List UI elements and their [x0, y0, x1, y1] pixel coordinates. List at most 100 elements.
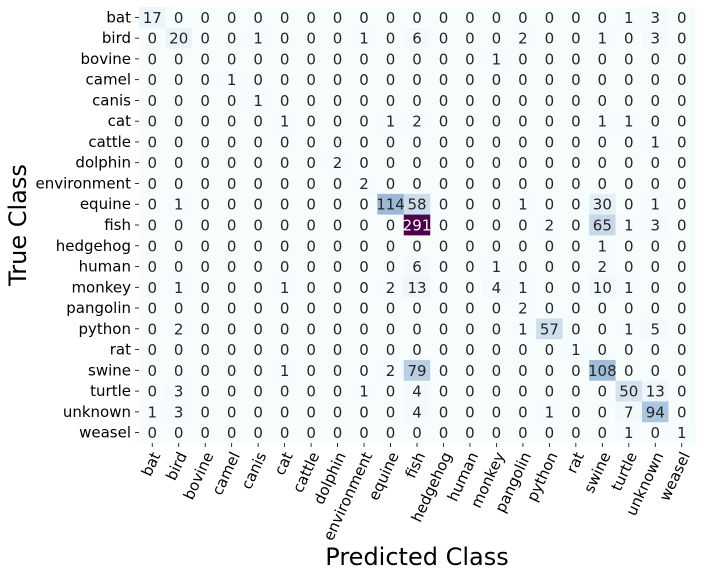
heatmap-cell [218, 193, 246, 216]
heatmap-cell [562, 359, 590, 382]
heatmap-cell [218, 297, 246, 319]
cell-value-label: 0 [333, 424, 343, 442]
heatmap-cell [456, 110, 484, 132]
heatmap-cell [403, 7, 431, 29]
heatmap-cell [642, 173, 669, 195]
cell-value-label: 0 [545, 196, 555, 214]
heatmap-cell [509, 276, 537, 299]
heatmap-cell [271, 359, 299, 382]
cell-value-label: 0 [174, 362, 184, 380]
cell-value-label: 0 [439, 362, 449, 380]
cell-value-label: 0 [571, 154, 581, 172]
cell-value-label: 0 [359, 196, 369, 214]
heatmap-cell [668, 110, 696, 132]
cell-value-label: 0 [545, 279, 555, 297]
heatmap-cell [456, 339, 484, 361]
heatmap-cell [615, 318, 643, 340]
cell-value-label: 0 [492, 196, 502, 214]
cell-value-label: 0 [651, 113, 661, 131]
heatmap-cell [324, 235, 352, 257]
cell-value-label: 0 [386, 320, 396, 338]
heatmap-cell [509, 131, 537, 153]
heatmap-cell [139, 7, 166, 29]
cell-value-label: 0 [677, 133, 687, 151]
heatmap-cell [456, 27, 484, 49]
cell-value-label: 0 [465, 50, 475, 68]
heatmap-cell [456, 90, 484, 112]
cell-value-label: 0 [545, 71, 555, 89]
cell-value-label: 0 [545, 237, 555, 255]
heatmap-cell [642, 359, 669, 382]
cell-value-label: 1 [359, 30, 369, 48]
heatmap-cell [589, 339, 616, 361]
cell-value-label: 0 [253, 383, 263, 401]
cell-value-label: 0 [677, 113, 687, 131]
heatmap-cell [165, 131, 193, 153]
cell-value-label: 0 [624, 71, 634, 89]
heatmap-cell [244, 152, 272, 174]
heatmap-cell [509, 422, 537, 444]
heatmap-cell [642, 7, 669, 29]
heatmap-cell [668, 48, 696, 70]
cell-value-label: 0 [439, 217, 449, 235]
cell-value-label: 0 [359, 92, 369, 110]
cell-value-label: 0 [492, 113, 502, 131]
cell-value-label: 0 [439, 424, 449, 442]
cell-value-label: 3 [651, 217, 661, 235]
cell-value-label: 0 [200, 133, 210, 151]
heatmap-cell [403, 69, 431, 91]
x-tick-label: cat [271, 449, 297, 478]
cell-value-label: 0 [677, 30, 687, 48]
heatmap-cell [191, 27, 219, 49]
cell-value-label: 1 [174, 279, 184, 297]
cell-value-label: 0 [465, 92, 475, 110]
cell-value-label: 0 [518, 154, 528, 172]
heatmap-cell [297, 7, 325, 29]
heatmap-cell [165, 214, 193, 236]
heatmap-cell [377, 48, 405, 70]
heatmap-cell [615, 235, 643, 257]
cell-value-label: 0 [571, 403, 581, 421]
cell-value-label: 0 [147, 341, 157, 359]
heatmap-cell [271, 152, 299, 174]
cell-value-label: 0 [306, 175, 316, 193]
cell-value-label: 0 [253, 424, 263, 442]
heatmap-cell [403, 380, 431, 402]
cell-value-label: 0 [677, 9, 687, 27]
cell-value-label: 0 [253, 362, 263, 380]
heatmap-cell [271, 235, 299, 257]
cell-value-label: 0 [439, 196, 449, 214]
cell-value-label: 0 [518, 383, 528, 401]
cell-value-label: 1 [253, 30, 263, 48]
heatmap-cell [668, 318, 696, 340]
cell-value-label: 0 [545, 300, 555, 318]
heatmap-cell [615, 173, 643, 195]
cell-value-label: 0 [227, 217, 237, 235]
heatmap-cell [297, 173, 325, 195]
cell-value-label: 0 [280, 154, 290, 172]
cell-value-label: 0 [227, 383, 237, 401]
heatmap-cell [297, 235, 325, 257]
heatmap-cell [244, 401, 272, 423]
y-tick-label: unknown [63, 403, 131, 421]
cell-value-label: 0 [492, 133, 502, 151]
cell-value-label: 0 [571, 237, 581, 255]
cell-value-label: 4 [492, 279, 502, 297]
cell-value-label: 0 [412, 9, 422, 27]
heatmap-cells [139, 7, 696, 444]
cell-value-label: 0 [227, 258, 237, 276]
heatmap-cell [324, 110, 352, 132]
heatmap-cell [456, 214, 484, 236]
heatmap-cell [297, 380, 325, 402]
heatmap-cell [509, 48, 537, 70]
heatmap-cell [191, 380, 219, 402]
heatmap-cell [456, 173, 484, 195]
cell-value-label: 0 [465, 71, 475, 89]
cell-value-label: 0 [412, 341, 422, 359]
heatmap-cell [297, 401, 325, 423]
heatmap-cell [562, 69, 590, 91]
heatmap-cell [562, 401, 590, 423]
cell-value-label: 58 [407, 196, 426, 214]
heatmap-cell [589, 69, 616, 91]
